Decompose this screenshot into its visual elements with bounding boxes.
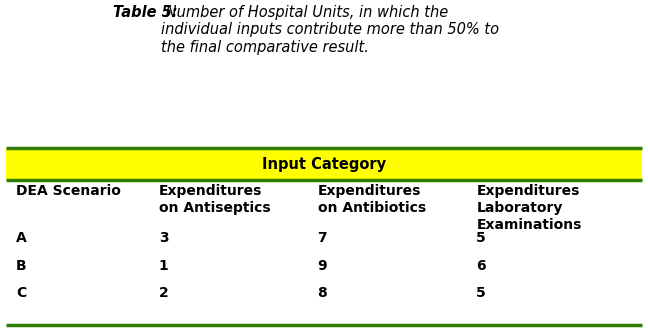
Text: 5: 5	[476, 231, 486, 245]
Text: 6: 6	[476, 259, 486, 273]
Text: 5: 5	[476, 286, 486, 300]
Text: 1: 1	[159, 259, 168, 273]
Bar	[6, 148, 642, 180]
Text: 7: 7	[318, 231, 327, 245]
Text: Table 5:: Table 5:	[113, 5, 178, 20]
Text: Expenditures
on Antibiotics: Expenditures on Antibiotics	[318, 184, 426, 215]
Text: 8: 8	[318, 286, 327, 300]
Text: Expenditures
Laboratory
Examinations: Expenditures Laboratory Examinations	[476, 184, 582, 232]
Text: Input Category: Input Category	[262, 157, 386, 171]
Text: Expenditures
on Antiseptics: Expenditures on Antiseptics	[159, 184, 270, 215]
Text: 2: 2	[159, 286, 168, 300]
Text: DEA Scenario: DEA Scenario	[16, 184, 121, 198]
Text: B: B	[16, 259, 27, 273]
Text: C: C	[16, 286, 27, 300]
Text: Number of Hospital Units, in which the
individual inputs contribute more than 50: Number of Hospital Units, in which the i…	[161, 5, 499, 55]
Text: 3: 3	[159, 231, 168, 245]
Text: A: A	[16, 231, 27, 245]
Text: 9: 9	[318, 259, 327, 273]
